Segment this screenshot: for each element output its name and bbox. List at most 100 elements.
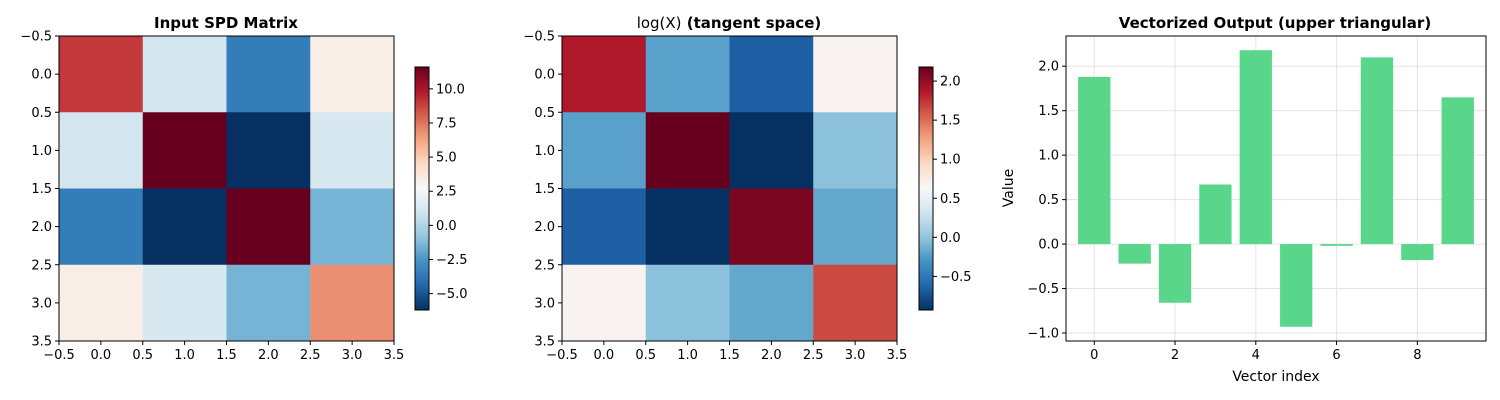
heatmap-cell <box>142 112 227 189</box>
heatmap-cell <box>813 112 898 189</box>
y-tick-label: 0.0 <box>534 68 555 83</box>
y-tick-label: 0.0 <box>31 68 52 83</box>
y-tick-label: 1.5 <box>534 182 555 197</box>
heatmap-cell <box>729 264 814 342</box>
heatmap-cell <box>310 264 395 342</box>
x-axis-ticks: −0.5 0.0 0.5 1.0 1.5 2.0 2.5 3.0 3.5 <box>546 341 907 363</box>
x-tick-label: 2.5 <box>803 348 824 363</box>
colorbar-tick-label: 0.0 <box>436 219 457 234</box>
y-tick-label: −1.0 <box>1027 326 1059 341</box>
heatmap-cell <box>310 36 395 113</box>
y-tick-label: 3.0 <box>534 296 555 311</box>
y-tick-label: 1.0 <box>1038 149 1059 164</box>
x-tick-label: 4 <box>1252 348 1260 363</box>
bar <box>1280 244 1313 327</box>
x-tick-label: 3.0 <box>342 348 363 363</box>
y-tick-label: 2.0 <box>1038 60 1059 75</box>
y-tick-label: 0.5 <box>534 106 555 121</box>
heatmap-cell <box>729 188 814 266</box>
colorbar-tick-label: 10.0 <box>436 82 465 97</box>
x-tick-label: 3.5 <box>384 348 405 363</box>
colorbar-tick-label: 7.5 <box>436 116 457 131</box>
y-tick-label: 2.0 <box>31 220 52 235</box>
heatmap-cell <box>562 188 647 266</box>
x-tick-label: −0.5 <box>546 348 578 363</box>
x-tick-label: 2 <box>1171 348 1179 363</box>
colorbar-tick-label: 1.5 <box>940 114 961 129</box>
x-tick-label: 2.5 <box>300 348 321 363</box>
colorbar: −0.5 0.0 0.5 1.0 1.5 2.0 <box>918 66 972 311</box>
colorbar-tick-label: −2.5 <box>436 253 468 268</box>
colorbar-tick-label: 2.5 <box>436 185 457 200</box>
heatmap-cell <box>645 188 730 266</box>
heatmap-cell <box>729 36 814 113</box>
chart-title: log(X) (tangent space) <box>637 14 822 32</box>
x-tick-label: 3.0 <box>845 348 866 363</box>
y-tick-label: −0.5 <box>1027 282 1059 297</box>
colorbar-ticks: −0.5 0.0 0.5 1.0 1.5 2.0 <box>933 75 972 285</box>
grid-lines <box>1066 36 1486 341</box>
bar <box>1199 184 1232 245</box>
bar <box>1158 244 1192 303</box>
heatmap-cell <box>59 36 144 113</box>
heatmap-cell <box>562 112 647 189</box>
bar <box>1441 97 1474 245</box>
x-axis-label: Vector index <box>1232 369 1319 385</box>
colorbar-gradient <box>918 66 934 311</box>
y-tick-label: 0.5 <box>31 106 52 121</box>
colorbar-tick-label: 1.0 <box>940 153 961 168</box>
panel-vectorized-output: Vectorized Output (upper triangular) 0 2 4… <box>1001 14 1487 385</box>
x-tick-label: 0.0 <box>91 348 112 363</box>
x-tick-label: 2.0 <box>761 348 782 363</box>
y-tick-label: −0.5 <box>523 30 555 45</box>
x-tick-label: 6 <box>1332 348 1340 363</box>
x-tick-label: 1.0 <box>174 348 195 363</box>
heatmap-cell <box>226 112 311 189</box>
heatmap-cell <box>59 112 144 189</box>
x-tick-label: 1.5 <box>216 348 237 363</box>
y-tick-label: 0.5 <box>1038 193 1059 208</box>
x-tick-label: 0.5 <box>635 348 656 363</box>
bar <box>1360 57 1394 245</box>
title-math: log(X) <box>637 14 682 32</box>
heatmap-cell <box>142 264 227 342</box>
panel-log-tangent-space: log(X) (tangent space) −0.5 0.0 0.5 1.0 1.5 2… <box>523 14 971 363</box>
bar <box>1401 244 1434 261</box>
heatmap-cell <box>562 36 647 113</box>
heatmap-cell <box>645 36 730 113</box>
heatmap-cell <box>645 112 730 189</box>
y-axis-ticks: −0.5 0.0 0.5 1.0 1.5 2.0 2.5 3.0 3.5 <box>20 30 59 350</box>
bar <box>1118 244 1151 264</box>
heatmap-cell <box>645 264 730 342</box>
x-tick-label: 0 <box>1090 348 1098 363</box>
y-tick-label: 3.5 <box>31 335 52 350</box>
x-tick-label: 3.5 <box>887 348 908 363</box>
heatmap-cell <box>562 264 647 342</box>
heatmap-cell <box>813 36 898 113</box>
colorbar-tick-label: 5.0 <box>436 151 457 166</box>
y-axis-label: Value <box>1001 169 1017 207</box>
y-tick-label: 1.0 <box>534 144 555 159</box>
colorbar-tick-label: 2.0 <box>940 75 961 90</box>
chart-title: Input SPD Matrix <box>154 14 298 32</box>
x-tick-label: 2.0 <box>258 348 279 363</box>
x-axis-ticks: 0 2 4 6 8 <box>1090 341 1421 363</box>
colorbar-gradient <box>414 66 430 311</box>
heatmap-cell <box>813 188 898 266</box>
heatmap-cells <box>59 36 395 342</box>
y-tick-label: 0.0 <box>1038 238 1059 253</box>
y-tick-label: 2.5 <box>31 258 52 273</box>
panel-input-spd-matrix: Input SPD Matrix −0.5 0.0 0.5 1.0 1.5 2.0 2.5 3… <box>20 14 467 363</box>
y-tick-label: 1.5 <box>31 182 52 197</box>
chart-title: Vectorized Output (upper triangular) <box>1119 14 1431 32</box>
bar <box>1239 50 1272 245</box>
y-tick-label: −0.5 <box>20 30 52 45</box>
colorbar-tick-label: 0.5 <box>940 192 961 207</box>
colorbar-tick-label: −5.0 <box>436 287 468 302</box>
heatmap-cell <box>142 188 227 266</box>
colorbar-tick-label: −0.5 <box>940 270 972 285</box>
y-tick-label: 1.0 <box>31 144 52 159</box>
y-tick-label: 1.5 <box>1038 104 1059 119</box>
heatmap-cell <box>310 112 395 189</box>
colorbar-ticks: −5.0 −2.5 0.0 2.5 5.0 7.5 10.0 <box>429 82 468 302</box>
